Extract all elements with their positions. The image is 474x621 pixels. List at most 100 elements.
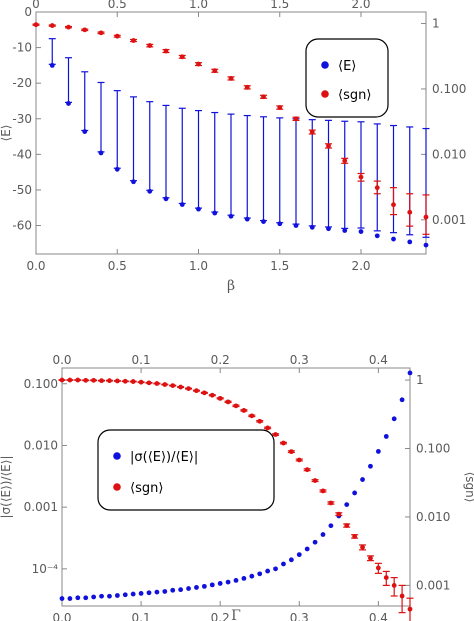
x-tick-label: 0.0 [26,259,45,273]
data-point [98,150,104,156]
panel-error-vs-gamma: Γ |σ(⟨E⟩)/⟨E⟩| ⟨sgn⟩ 0.0 0.0 0.1 0.1 0.2 0.2 0… [0,353,474,621]
x-axis-label: β [227,278,235,294]
data-point [154,589,160,595]
data-point [67,596,73,601]
data-point [296,457,302,463]
data-point [293,223,299,228]
data-point [225,399,231,405]
data-point [342,228,348,233]
data-point [352,533,358,539]
data-point [91,594,97,600]
data-point [66,101,71,106]
x-tick-label: 1.0 [189,259,208,273]
data-point [186,386,191,392]
data-point [241,408,247,413]
data-point [75,377,81,383]
data-point [374,185,380,191]
x-tick-label: 0.4 [369,611,388,621]
legend-marker-sign [321,90,329,98]
data-point [277,105,283,110]
data-point [146,380,152,386]
data-point [326,226,331,232]
data-point [91,377,97,383]
data-point [277,221,283,227]
y2-tick-label: 1 [416,373,424,387]
data-point [98,30,104,36]
legend-label-sign: ⟨sgn⟩ [130,481,163,496]
y2-tick-label: 0.100 [416,442,450,456]
data-point [82,129,88,134]
data-point [320,532,326,537]
data-point [261,219,266,225]
data-point [228,75,234,81]
data-point [114,33,120,39]
data-point [261,94,266,100]
data-point [399,593,405,599]
x-top-tick-label: 0.1 [132,353,151,367]
data-point [375,565,381,571]
y-tick-label: 0.010 [24,438,58,452]
data-point [368,463,373,469]
data-point [257,418,263,424]
data-point [107,378,112,384]
y-tick-label: 0 [24,5,32,19]
y-axis-label: ⟨E⟩ [0,125,13,142]
data-point [122,378,128,384]
x-top-tick-label: 2.0 [351,0,370,11]
y2-axis-label: ⟨sgn⟩ [463,472,474,503]
data-point [194,585,199,590]
data-point [178,587,184,593]
data-point [162,382,168,387]
x-top-tick-label: 0 [32,0,40,11]
data-point [244,84,250,90]
data-point [281,561,286,567]
data-point [312,539,318,545]
data-point [179,54,185,60]
data-point [383,434,389,439]
x-top-tick-label: 0.0 [52,353,71,367]
data-point [328,523,334,529]
y2-tick-label: 1 [432,17,440,31]
x-tick-label: 2.0 [351,259,370,273]
data-point [296,552,302,558]
y-axis-label: |σ(⟨E⟩)/⟨E⟩| [0,456,13,519]
data-point [288,449,294,455]
y-tick-label: -50 [12,183,32,197]
data-point [131,179,136,185]
legend: |σ(⟨E⟩)/⟨E⟩| ⟨sgn⟩ [97,429,275,511]
data-point [130,591,136,597]
x-tick-label: 0.5 [108,259,127,273]
data-point [399,397,405,403]
legend-marker-rel-error [113,452,121,460]
data-point [288,557,294,563]
data-point [407,209,413,215]
legend: ⟨E⟩ ⟨sgn⟩ [305,38,389,118]
data-point [138,379,144,385]
y-tick-label: -10 [12,41,32,55]
data-point [163,48,169,54]
x-top-tick-label: 0.5 [108,0,127,11]
data-point [273,432,278,437]
data-point [66,24,71,30]
data-point [82,27,88,33]
y2-tick-label: 0.100 [432,82,466,96]
data-point [391,416,397,422]
data-point [212,68,218,74]
data-point [383,575,389,580]
data-point [304,467,310,473]
data-point [265,425,271,431]
data-point [352,490,358,496]
legend-label-rel-error: |σ(⟨E⟩)/⟨E⟩| [130,450,198,465]
data-point [309,224,315,230]
data-point [59,596,65,601]
y2-tick-label: 0.001 [432,213,466,227]
data-point [114,166,120,172]
data-point [375,449,381,454]
data-point [423,242,429,248]
data-point [293,116,299,122]
data-point [320,488,326,494]
y-tick-label: -60 [12,219,32,233]
data-point [147,188,153,194]
data-point [360,544,365,550]
